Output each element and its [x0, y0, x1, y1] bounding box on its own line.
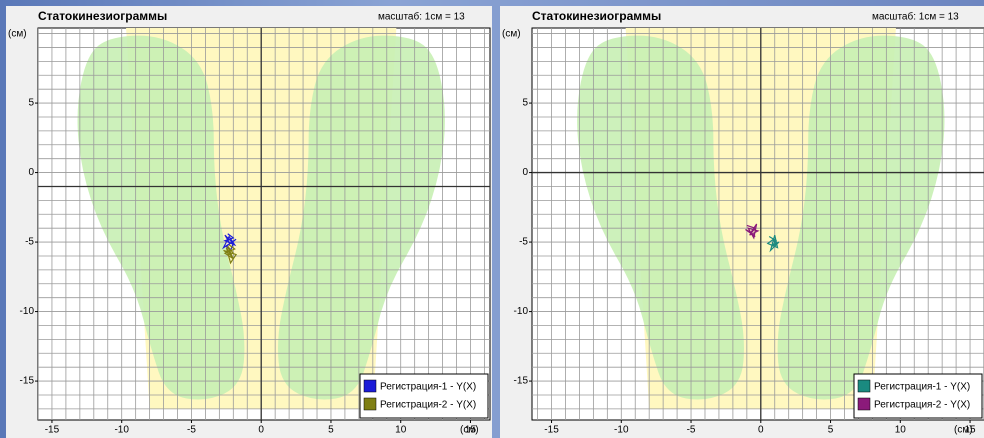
chart-panel: Статокинезиограммы масштаб: 1см = 13 -15 -1…: [6, 6, 492, 438]
y-tick-label: 5: [522, 98, 528, 109]
x-tick-label: -15: [45, 425, 60, 436]
y-tick-label: 5: [28, 98, 34, 109]
legend: [854, 374, 982, 418]
y-tick-label: 0: [28, 167, 34, 178]
y-unit: (см): [502, 29, 521, 40]
chart-title: Статокинезиограммы: [532, 9, 661, 23]
y-tick-label: -15: [20, 376, 35, 387]
x-tick-label: 10: [395, 425, 407, 436]
y-tick-label: -15: [514, 376, 529, 387]
screen: Статокинезиограммы масштаб: 1см = 13 -15 -1…: [0, 0, 984, 438]
y-tick-label: -10: [514, 306, 529, 317]
chart-panel: Статокинезиограммы масштаб: 1см = 13 -15 -1…: [500, 6, 984, 438]
x-unit: (см): [460, 425, 479, 436]
legend-label: Регистрация-2 - Y(X): [380, 400, 476, 411]
legend-swatch: [364, 380, 376, 392]
x-tick-label: -5: [187, 425, 196, 436]
legend-swatch: [364, 398, 376, 410]
x-tick-label: -10: [614, 425, 629, 436]
x-tick-label: 5: [328, 425, 334, 436]
scale-label: масштаб: 1см = 13: [378, 11, 465, 23]
x-tick-label: -5: [687, 425, 696, 436]
legend-swatch: [858, 380, 870, 392]
chart-title: Статокинезиограммы: [38, 9, 167, 23]
legend-swatch: [858, 398, 870, 410]
x-tick-label: 0: [758, 425, 764, 436]
x-tick-label: -15: [544, 425, 559, 436]
legend-label: Регистрация-1 - Y(X): [874, 382, 970, 393]
x-tick-label: 10: [895, 425, 907, 436]
x-tick-label: 5: [828, 425, 834, 436]
x-tick-label: -10: [114, 425, 129, 436]
x-tick-label: 0: [258, 425, 264, 436]
legend-label: Регистрация-1 - Y(X): [380, 382, 476, 393]
y-tick-label: -5: [519, 237, 528, 248]
y-tick-label: -10: [20, 306, 35, 317]
x-unit: (см): [954, 425, 973, 436]
scale-label: масштаб: 1см = 13: [872, 11, 959, 23]
y-tick-label: -5: [25, 237, 34, 248]
legend-label: Регистрация-2 - Y(X): [874, 400, 970, 411]
y-tick-label: 0: [522, 167, 528, 178]
legend: [360, 374, 488, 418]
y-unit: (см): [8, 29, 27, 40]
